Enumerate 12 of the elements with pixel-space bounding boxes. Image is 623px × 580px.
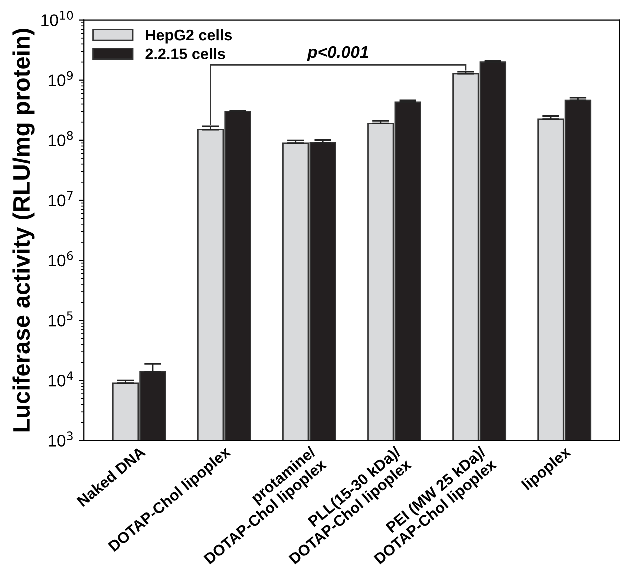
y-tick-label: 10$^{8}$: [48, 131, 74, 147]
y-tick-label: 10$^{7}$: [48, 192, 73, 207]
y-tick-label: 10$^{9}$: [48, 71, 74, 86]
y-tick-label: 10$^{10}$: [42, 11, 74, 26]
legend-label: HepG2 cells: [146, 29, 232, 44]
y-tick-label: 10$^{4}$: [48, 372, 74, 387]
y-tick-label: 10$^{5}$: [48, 312, 73, 327]
y-axis-title: Luciferase activity (RLU/mg protein): [12, 29, 35, 432]
legend-label: 2.2.15 cells: [146, 48, 226, 60]
annotation: p<0.001: [307, 46, 368, 62]
y-tick-label: 10$^{3}$: [48, 432, 73, 447]
y-tick-label: 10$^{6}$: [48, 251, 74, 267]
